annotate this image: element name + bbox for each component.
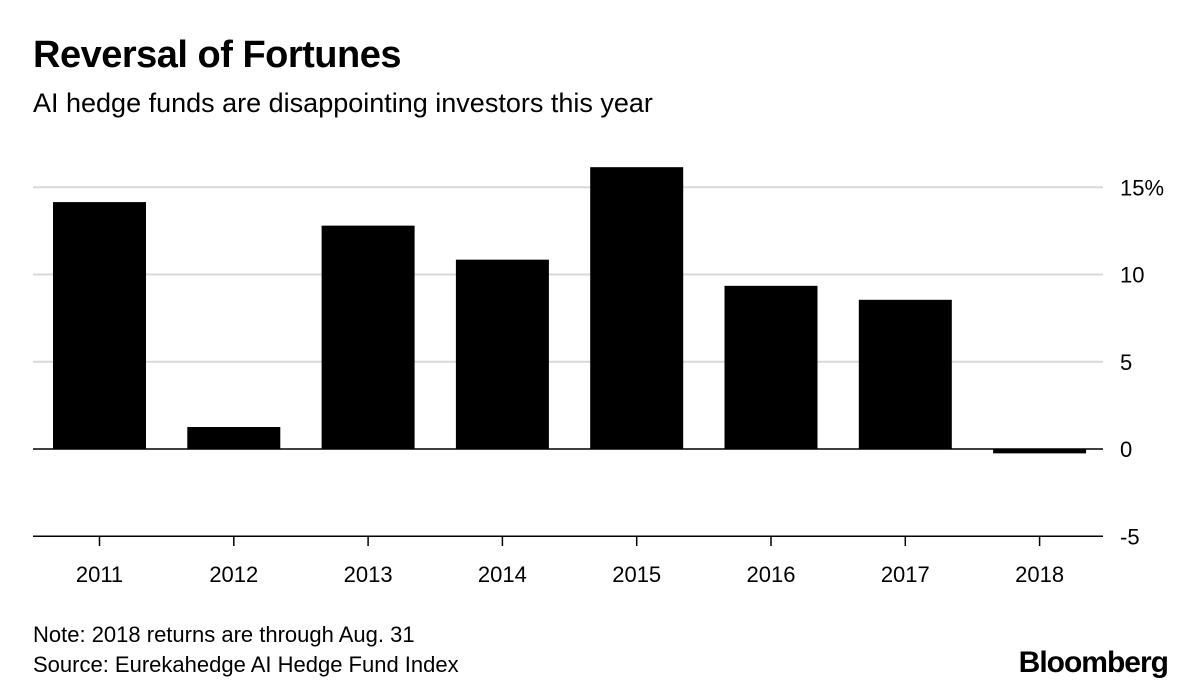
bar-2016 bbox=[724, 285, 818, 449]
bar-2014 bbox=[455, 259, 549, 449]
chart-subtitle: AI hedge funds are disappointing investo… bbox=[33, 88, 653, 118]
y-tick-label: -5 bbox=[1120, 524, 1140, 549]
y-tick-label: 0 bbox=[1120, 437, 1132, 462]
bar-2018 bbox=[993, 449, 1087, 454]
footer-note: Note: 2018 returns are through Aug. 31 bbox=[33, 622, 415, 647]
x-tick-label: 2015 bbox=[612, 562, 661, 587]
y-tick-label: 15% bbox=[1120, 175, 1164, 200]
bar-2015 bbox=[590, 167, 684, 449]
footer-source: Source: Eurekahedge AI Hedge Fund Index bbox=[33, 652, 459, 677]
x-tick-label: 2013 bbox=[344, 562, 393, 587]
x-tick-label: 2017 bbox=[881, 562, 930, 587]
bar-2011 bbox=[53, 202, 146, 449]
chart-title: Reversal of Fortunes bbox=[33, 34, 402, 76]
bar-2017 bbox=[858, 299, 952, 449]
y-tick-label: 10 bbox=[1120, 263, 1144, 288]
x-tick-label: 2011 bbox=[76, 562, 123, 587]
x-tick-label: 2014 bbox=[478, 562, 527, 587]
bar-2013 bbox=[321, 225, 415, 449]
bar-2012 bbox=[187, 427, 281, 449]
bloomberg-logo: Bloomberg bbox=[1018, 646, 1169, 679]
x-tick-label: 2018 bbox=[1015, 562, 1064, 587]
x-tick-label: 2012 bbox=[209, 562, 258, 587]
x-tick-label: 2016 bbox=[747, 562, 796, 587]
y-tick-label: 5 bbox=[1120, 350, 1132, 375]
